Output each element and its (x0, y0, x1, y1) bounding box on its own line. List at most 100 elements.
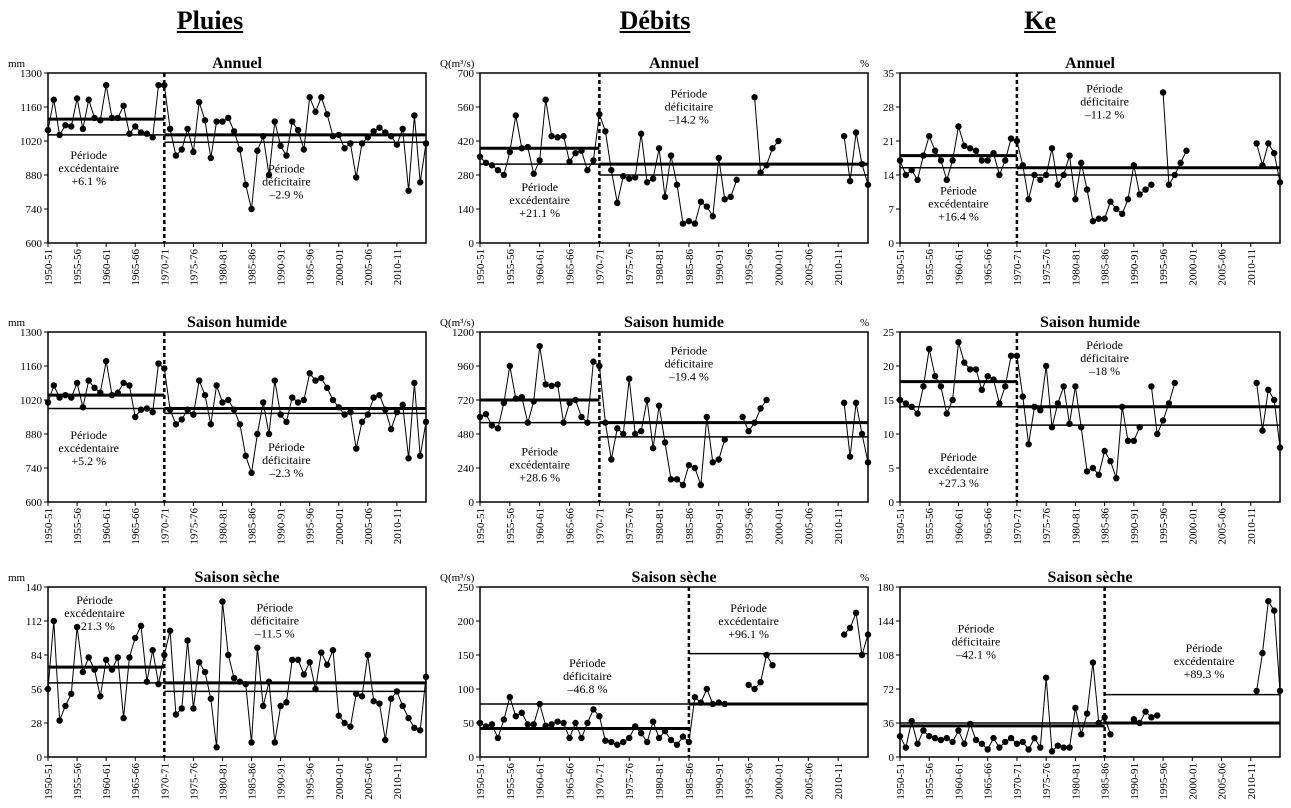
y-axis-label: mm (8, 572, 26, 584)
data-point (1089, 464, 1097, 472)
x-tick-label: 1985-86 (247, 249, 259, 286)
x-tick-label: 2000-01 (334, 763, 346, 800)
data-point (739, 413, 746, 421)
data-point (846, 177, 854, 185)
data-point (685, 461, 693, 469)
data-point (289, 394, 296, 401)
data-point (626, 175, 633, 182)
x-tick-label: 1970-71 (594, 508, 606, 545)
data-point (518, 393, 525, 401)
data-point (213, 382, 220, 389)
data-point (393, 141, 401, 148)
y-tick-label: 880 (26, 170, 43, 182)
series-line (1150, 382, 1176, 436)
x-tick-label: 1955-56 (924, 249, 936, 286)
x-tick-label: 1960-61 (535, 508, 547, 545)
data-point (126, 382, 133, 389)
y-tick-label: 14 (883, 170, 895, 182)
data-point (560, 132, 567, 140)
data-point (1101, 447, 1108, 455)
data-point (655, 734, 663, 742)
data-point (79, 125, 87, 133)
data-point (376, 391, 383, 399)
x-tick-label: 1980-81 (1070, 763, 1082, 800)
y-tick-label: 72 (883, 684, 894, 696)
data-point (524, 143, 531, 151)
x-tick-label: 1950-51 (43, 508, 55, 545)
data-point (196, 659, 203, 666)
x-tick-label: 1970-71 (159, 249, 171, 286)
y-tick-label: 1020 (20, 136, 43, 148)
data-point (709, 213, 716, 220)
y-tick-label: 7 (889, 204, 895, 216)
data-point (864, 631, 872, 638)
data-point (50, 96, 58, 103)
data-point (1259, 649, 1266, 657)
data-point (353, 690, 360, 698)
data-point (236, 146, 244, 153)
data-point (387, 695, 395, 702)
y-axis-label: Q(m³/s) (440, 58, 475, 70)
x-tick-label: 1990-91 (1129, 249, 1141, 286)
x-tick-label: 1965-66 (130, 508, 142, 545)
data-point (207, 695, 215, 702)
data-point (1037, 407, 1044, 414)
data-point (961, 142, 968, 150)
data-point (996, 744, 1003, 751)
data-point (323, 111, 331, 118)
x-tick-label: 1990-91 (1129, 763, 1141, 800)
data-point (68, 123, 75, 130)
data-point (254, 430, 261, 438)
data-point (530, 398, 537, 405)
x-tick-label: 1975-76 (624, 763, 636, 800)
data-point (1124, 196, 1132, 203)
period-annotation: Période excédentaire +28.6 % (509, 444, 570, 484)
data-point (685, 217, 693, 225)
data-point (56, 394, 63, 401)
data-point (184, 406, 191, 413)
data-point (242, 452, 249, 460)
data-point (329, 646, 337, 654)
data-point (637, 130, 645, 137)
data-point (596, 111, 603, 118)
data-point (219, 598, 226, 605)
data-point (1060, 171, 1067, 179)
data-point (108, 114, 116, 122)
x-tick-label: 2010-11 (392, 249, 404, 285)
data-point (411, 724, 418, 732)
data-point (931, 147, 939, 154)
x-tick-label: 2010-11 (392, 508, 404, 544)
annotation-line: Période (730, 601, 767, 615)
data-point (91, 384, 98, 392)
data-point (370, 128, 377, 135)
data-point (955, 727, 962, 734)
data-point (1007, 352, 1015, 359)
data-point (1118, 210, 1126, 218)
data-point (114, 114, 121, 122)
data-point (926, 345, 933, 353)
data-point (590, 157, 597, 164)
data-point (679, 220, 687, 227)
data-point (190, 411, 197, 418)
data-point (1037, 176, 1044, 184)
y-tick-label: 56 (31, 684, 43, 696)
data-point (161, 365, 168, 372)
data-point (1136, 191, 1143, 198)
data-point (494, 425, 502, 432)
data-point (990, 734, 997, 742)
data-point (1066, 152, 1073, 159)
annotation-line: Période (521, 444, 558, 458)
data-point (102, 81, 110, 89)
data-point (230, 674, 238, 682)
x-tick-label: 1955-56 (924, 508, 936, 545)
annotation-line: –46.8 % (566, 682, 607, 696)
data-point (155, 360, 162, 367)
data-point (500, 716, 508, 723)
x-tick-label: 1950-51 (475, 763, 487, 800)
data-point (679, 733, 687, 740)
data-point (512, 395, 520, 402)
data-point (1259, 162, 1266, 169)
data-point (643, 738, 651, 746)
data-point (300, 396, 308, 404)
data-point (709, 700, 716, 708)
